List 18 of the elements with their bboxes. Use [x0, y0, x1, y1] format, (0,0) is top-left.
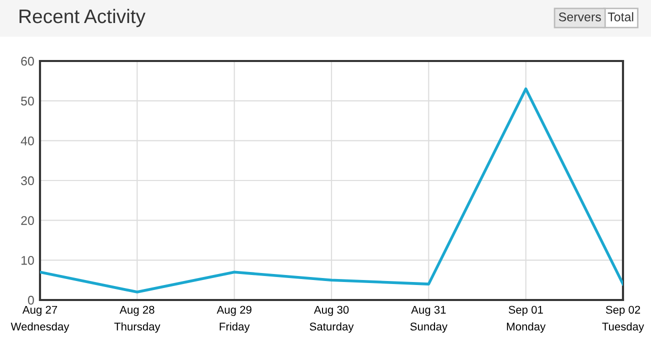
y-tick-label: 40 — [20, 136, 34, 146]
x-tick-label: Aug 30 Saturday — [310, 306, 354, 333]
y-tick-label: 10 — [21, 256, 34, 265]
x-tick-label: Aug 31 Sunday — [410, 306, 448, 333]
y-tick-label: 0 — [28, 296, 34, 305]
x-tick-label: Aug 29 Friday — [216, 306, 252, 333]
x-tick-label: Sep 02 Tuesday — [602, 306, 644, 333]
text: Total — [608, 12, 634, 22]
x-tick-label: Aug 27 Wednesday — [10, 306, 70, 333]
text: Servers — [558, 12, 601, 22]
y-tick-label: 20 — [21, 216, 34, 225]
chart-title: Recent Activity — [20, 8, 146, 28]
y-tick-label: 60 — [21, 56, 34, 66]
x-tick-label: Aug 28 Thursday — [114, 306, 160, 333]
y-tick-label: 50 — [21, 96, 34, 106]
line-series — [40, 87, 623, 294]
x-tick-label: Sep 01 Monday — [506, 306, 546, 333]
y-tick-label: 30 — [21, 176, 34, 186]
